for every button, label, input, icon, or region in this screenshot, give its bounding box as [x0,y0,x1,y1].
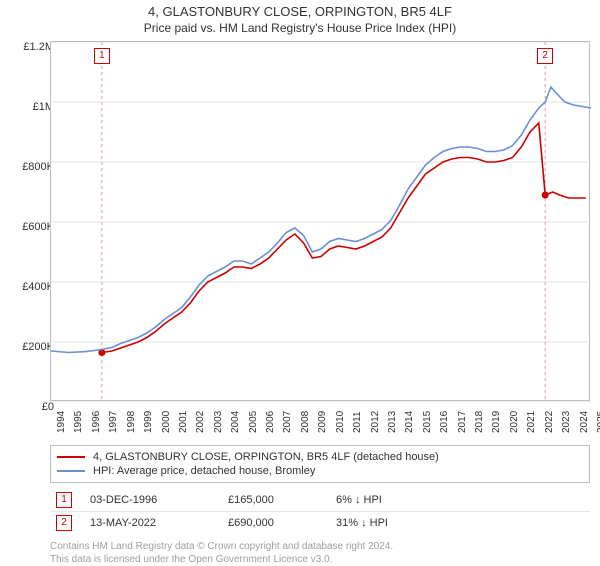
transaction-table: 1 03-DEC-1996 £165,000 6% ↓ HPI 2 13-MAY-2022… [50,489,590,534]
x-tick-label: 2014 [402,411,415,433]
legend-swatch [57,456,85,458]
chart-legend: 4, GLASTONBURY CLOSE, ORPINGTON, BR5 4LF… [50,445,590,483]
x-tick-label: 2017 [455,411,468,433]
y-tick-label: £800K [6,161,54,173]
transaction-hpi-diff: 6% ↓ HPI [336,494,446,506]
x-tick-label: 2024 [577,411,590,433]
x-tick-label: 2025 [594,411,600,433]
footer-line-1: Contains HM Land Registry data © Crown c… [50,540,590,553]
x-tick-label: 2007 [280,411,293,433]
y-tick-label: £1M [6,101,54,113]
sale-marker-box: 2 [537,48,553,64]
transaction-row: 2 13-MAY-2022 £690,000 31% ↓ HPI [50,512,590,534]
x-tick-label: 1999 [141,411,154,433]
x-tick-label: 2021 [524,411,537,433]
x-tick-label: 2009 [315,411,328,433]
price-chart: 12 [50,41,590,401]
x-tick-label: 1997 [106,411,119,433]
sale-marker-box: 1 [94,48,110,64]
x-tick-label: 2011 [350,411,363,433]
transaction-marker: 2 [56,515,72,531]
x-tick-label: 2016 [437,411,450,433]
y-tick-label: £600K [6,221,54,233]
legend-label: 4, GLASTONBURY CLOSE, ORPINGTON, BR5 4LF… [93,451,439,463]
x-tick-label: 2000 [159,411,172,433]
legend-item: HPI: Average price, detached house, Brom… [57,464,583,478]
x-tick-label: 2023 [559,411,572,433]
footer: Contains HM Land Registry data © Crown c… [50,540,590,566]
x-tick-label: 2015 [420,411,433,433]
x-tick-label: 1998 [124,411,137,433]
legend-label: HPI: Average price, detached house, Brom… [93,465,315,477]
transaction-date: 13-MAY-2022 [90,517,210,529]
y-tick-label: £400K [6,281,54,293]
x-tick-label: 2004 [228,411,241,433]
legend-swatch [57,470,85,472]
chart-subtitle: Price paid vs. HM Land Registry's House … [0,21,600,35]
y-tick-label: £0 [6,401,54,413]
x-tick-label: 2012 [368,411,381,433]
x-tick-label: 2005 [246,411,259,433]
x-tick-label: 2001 [176,411,189,433]
transaction-price: £690,000 [228,517,318,529]
transaction-price: £165,000 [228,494,318,506]
x-tick-label: 2010 [333,411,346,433]
x-tick-label: 1994 [54,411,67,433]
y-tick-label: £200K [6,341,54,353]
x-tick-label: 2003 [211,411,224,433]
x-tick-label: 1996 [89,411,102,433]
legend-item: 4, GLASTONBURY CLOSE, ORPINGTON, BR5 4LF… [57,450,583,464]
x-tick-label: 2018 [472,411,485,433]
x-tick-label: 2019 [489,411,502,433]
transaction-marker: 1 [56,492,72,508]
x-tick-label: 2008 [298,411,311,433]
x-tick-label: 2020 [507,411,520,433]
transaction-hpi-diff: 31% ↓ HPI [336,517,446,529]
x-axis-labels: 1994 1995 1996 1997 1998 1999 2000 2001 2002 2003… [50,401,590,439]
x-tick-label: 1995 [71,411,84,433]
transaction-date: 03-DEC-1996 [90,494,210,506]
series-line [102,123,586,353]
x-tick-label: 2013 [385,411,398,433]
x-tick-label: 2002 [193,411,206,433]
y-tick-label: £1.2M [6,41,54,53]
chart-title: 4, GLASTONBURY CLOSE, ORPINGTON, BR5 4LF [0,4,600,19]
title-block: 4, GLASTONBURY CLOSE, ORPINGTON, BR5 4LF… [0,0,600,35]
transaction-row: 1 03-DEC-1996 £165,000 6% ↓ HPI [50,489,590,512]
x-tick-label: 2006 [263,411,276,433]
series-line [51,87,591,353]
x-tick-label: 2022 [542,411,555,433]
